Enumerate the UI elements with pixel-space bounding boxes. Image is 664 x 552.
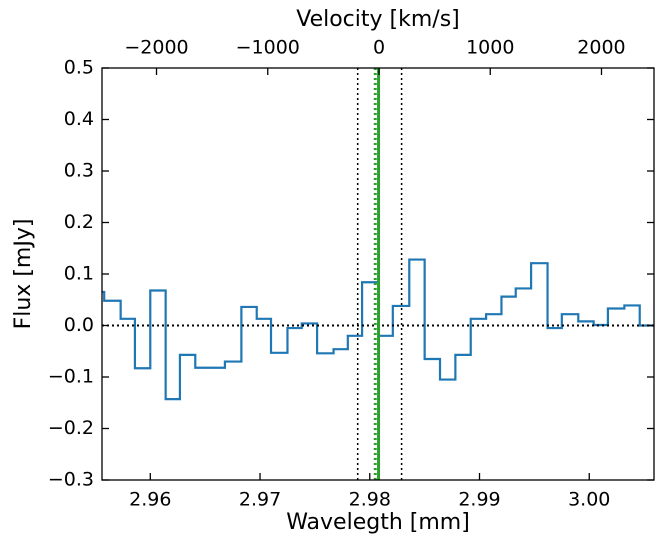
x2-tick-label: 0 xyxy=(373,37,385,59)
x2-tick-label: 1000 xyxy=(466,37,514,59)
x2-axis-label: Velocity [km/s] xyxy=(296,7,460,32)
x-axis-label: Wavelegth [mm] xyxy=(286,510,470,535)
y-tick-label: 0.0 xyxy=(64,314,94,336)
y-tick-label: −0.3 xyxy=(48,469,94,491)
x2-tick-label: 2000 xyxy=(577,37,625,59)
y-tick-label: 0.2 xyxy=(64,211,94,233)
y-tick-label: 0.1 xyxy=(64,263,94,285)
x2-tick-label: −1000 xyxy=(236,37,300,59)
y-tick-label: 0.4 xyxy=(64,108,94,130)
y-tick-label: −0.1 xyxy=(48,366,94,388)
y-tick-label: −0.2 xyxy=(48,417,94,439)
x2-tick-label: −2000 xyxy=(124,37,188,59)
y-tick-label: 0.5 xyxy=(64,57,94,79)
x-tick-label: 2.99 xyxy=(458,489,500,511)
x-tick-label: 2.97 xyxy=(239,489,281,511)
x-tick-label: 2.96 xyxy=(129,489,171,511)
y-axis-label: Flux [mJy] xyxy=(11,219,36,330)
x-tick-label: 2.98 xyxy=(349,489,391,511)
y-tick-label: 0.3 xyxy=(64,160,94,182)
x-tick-label: 3.00 xyxy=(568,489,610,511)
